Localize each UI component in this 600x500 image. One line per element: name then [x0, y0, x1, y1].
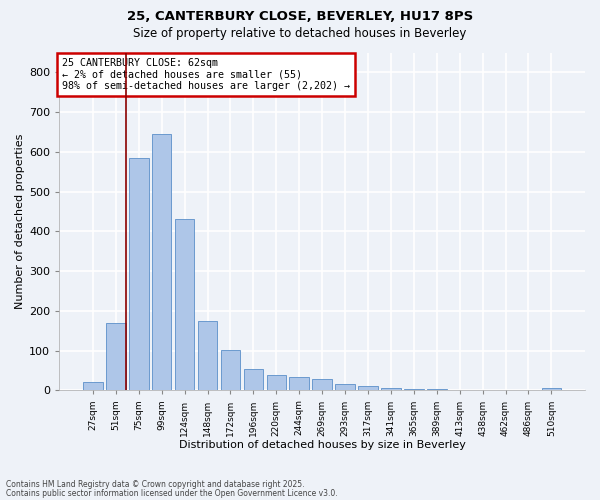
Text: Contains HM Land Registry data © Crown copyright and database right 2025.: Contains HM Land Registry data © Crown c…	[6, 480, 305, 489]
Bar	[381, 388, 401, 390]
Bar	[106, 323, 125, 390]
X-axis label: Distribution of detached houses by size in Beverley: Distribution of detached houses by size …	[179, 440, 466, 450]
Text: 25 CANTERBURY CLOSE: 62sqm
← 2% of detached houses are smaller (55)
98% of semi-: 25 CANTERBURY CLOSE: 62sqm ← 2% of detac…	[62, 58, 350, 91]
Text: Size of property relative to detached houses in Beverley: Size of property relative to detached ho…	[133, 28, 467, 40]
Bar	[129, 158, 149, 390]
Text: 25, CANTERBURY CLOSE, BEVERLEY, HU17 8PS: 25, CANTERBURY CLOSE, BEVERLEY, HU17 8PS	[127, 10, 473, 23]
Y-axis label: Number of detached properties: Number of detached properties	[15, 134, 25, 309]
Bar	[221, 350, 240, 391]
Bar	[404, 389, 424, 390]
Bar	[244, 368, 263, 390]
Bar	[427, 389, 446, 390]
Bar	[542, 388, 561, 390]
Bar	[358, 386, 378, 390]
Bar	[313, 380, 332, 390]
Bar	[152, 134, 172, 390]
Bar	[198, 321, 217, 390]
Bar	[289, 376, 309, 390]
Bar	[83, 382, 103, 390]
Bar	[175, 220, 194, 390]
Text: Contains public sector information licensed under the Open Government Licence v3: Contains public sector information licen…	[6, 488, 338, 498]
Bar	[335, 384, 355, 390]
Bar	[266, 374, 286, 390]
